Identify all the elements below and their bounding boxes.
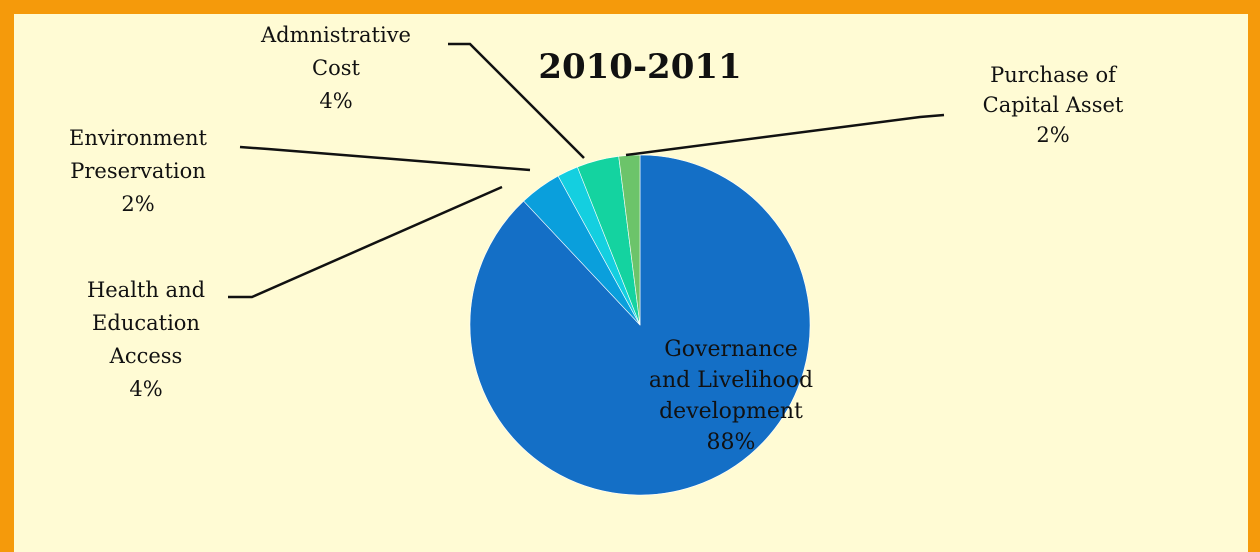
- slice-labels: Governance and Livelihood development 88% He…: [69, 23, 1124, 455]
- slice-category-label: Environment: [69, 126, 208, 150]
- leader-line-4: [625, 113, 945, 157]
- slice-percent-label: 2%: [121, 192, 154, 216]
- pie-slices: [469, 154, 811, 496]
- slice-percent-label: 2%: [1036, 123, 1069, 147]
- slice-category-label: Purchase of: [990, 63, 1118, 87]
- slice-percent-label: 4%: [319, 89, 352, 113]
- slice-category-label: Cost: [312, 56, 360, 80]
- slice-percent-label: 4%: [129, 377, 162, 401]
- slice-percent-label: 88%: [707, 430, 756, 455]
- pie-slice-0: [469, 154, 811, 496]
- leader-lines: [228, 42, 945, 299]
- leader-line-3: [448, 42, 585, 159]
- slice-category-label: Governance: [664, 337, 798, 362]
- leader-line-2: [239, 145, 531, 172]
- slice-category-label: development: [659, 399, 803, 424]
- slice-category-label: Health and: [87, 278, 205, 302]
- leader-line-1: [228, 185, 503, 299]
- slice-category-label: Education: [92, 311, 200, 335]
- slice-category-label: Admnistrative: [260, 23, 411, 47]
- slice-category-label: and Livelihood: [649, 368, 813, 393]
- chart-title: 2010-2011: [538, 47, 741, 87]
- slice-category-label: Capital Asset: [983, 93, 1124, 117]
- slice-category-label: Preservation: [70, 159, 206, 183]
- slice-category-label: Access: [109, 344, 183, 368]
